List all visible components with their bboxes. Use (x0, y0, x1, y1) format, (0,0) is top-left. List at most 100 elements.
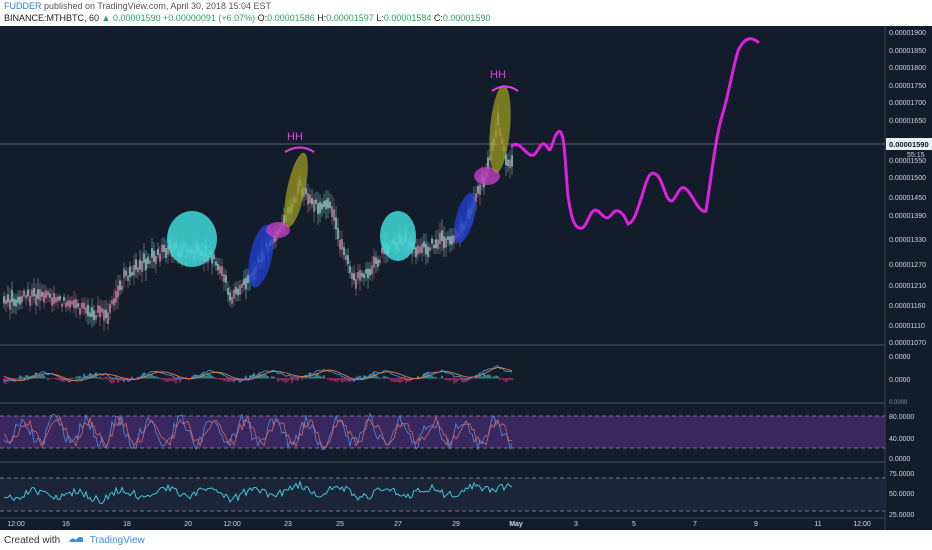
macd-histogram-bar (51, 378, 53, 379)
candle-body (9, 299, 11, 310)
macd-histogram-bar (319, 375, 321, 379)
price-axis-label: 0.00001210 (889, 283, 926, 290)
macd-histogram-bar (165, 378, 167, 382)
price-series (3, 103, 513, 331)
macd-histogram-bar (19, 375, 21, 379)
candle-body (139, 259, 141, 270)
candle-body (11, 290, 13, 303)
tradingview-logo-icon (67, 534, 85, 547)
time-axis-label: 12:00 (223, 521, 241, 528)
candle-body (363, 273, 365, 279)
macd-histogram-bar (99, 376, 101, 379)
macd-histogram-bar (61, 378, 63, 382)
macd-histogram-bar (339, 378, 341, 381)
candle-body (213, 254, 215, 260)
price-axis-label: 0.00001550 (889, 158, 926, 165)
macd-histogram-bar (293, 378, 295, 381)
macd-histogram-bar (155, 376, 157, 379)
candle-body (133, 265, 135, 276)
macd-histogram-bar (123, 378, 125, 383)
macd-histogram-bar (3, 378, 5, 384)
candle-body (415, 247, 417, 258)
macd-histogram-bar (279, 378, 281, 381)
candle-body (101, 308, 103, 313)
stoch-d-line (3, 415, 513, 449)
candle-body (137, 267, 139, 273)
candle-body (75, 299, 77, 309)
created-with: Created with TradingView (4, 534, 145, 547)
candle-body (373, 256, 375, 268)
macd-histogram-bar (379, 377, 381, 379)
candle-body (219, 265, 221, 274)
macd-histogram-bar (159, 378, 161, 380)
macd-histogram-bar (199, 376, 201, 379)
cyan-ellipse-2 (380, 211, 416, 261)
candle-body (115, 291, 117, 303)
macd-histogram-bar (315, 373, 317, 379)
candle-body (151, 248, 153, 258)
candle-body (315, 199, 317, 204)
macd-histogram-bar (399, 378, 401, 384)
time-axis-label: 27 (394, 521, 402, 528)
time-axis-label: May (509, 521, 523, 528)
candle-body (89, 312, 91, 317)
macd-histogram-bar (429, 375, 431, 379)
macd-histogram-bar (229, 378, 231, 382)
author-link[interactable]: FUDDER (4, 1, 42, 11)
macd-histogram-bar (403, 378, 405, 381)
macd-histogram-bar (267, 376, 269, 379)
macd-histogram-bar (433, 376, 435, 379)
candle-body (355, 279, 357, 289)
time-axis-label: 23 (284, 521, 292, 528)
candle-body (341, 239, 343, 250)
close-label: C: (433, 13, 443, 23)
macd-histogram-bar (59, 378, 61, 381)
macd-histogram-bar (269, 378, 271, 379)
price-axis-label: 0.00001110 (889, 323, 925, 330)
price-axis-label: 0.00001070 (889, 340, 926, 347)
price-axis[interactable]: 0.00001900 0.00001850 0.00001800 0.00001750… (889, 30, 926, 347)
candle-body (55, 297, 57, 303)
time-axis-label: 12:00 (7, 521, 25, 528)
macd-histogram-bar (127, 378, 129, 382)
candle-body (313, 200, 315, 212)
candle-body (149, 260, 151, 264)
macd-histogram-bar (431, 375, 433, 379)
candle-body (243, 278, 245, 285)
candle-body (273, 235, 275, 243)
candle-body (365, 269, 367, 274)
macd-histogram-bar (329, 378, 331, 381)
time-axis[interactable]: 12:00 16 18 20 12:00 23 25 27 29 May 3 5 7 9 11 12:00 (7, 521, 871, 528)
hh-label-1: HH (287, 131, 303, 143)
macd-histogram-bar (499, 378, 501, 381)
candle-body (351, 272, 353, 280)
tradingview-brand[interactable]: TradingView (89, 535, 145, 547)
time-axis-label: 25 (336, 521, 344, 528)
macd-histogram-bar (423, 373, 425, 379)
chart-area[interactable]: HH HH 0.00001900 0.00001850 0.00001800 0.00… (0, 26, 932, 530)
macd-histogram-bar (153, 375, 155, 379)
macd-histogram-bar (357, 376, 359, 379)
macd-histogram-bar (343, 378, 345, 382)
candle-body (321, 203, 323, 210)
candle-body (423, 241, 425, 248)
candle-body (45, 290, 47, 298)
candle-body (377, 259, 379, 267)
candle-body (5, 299, 7, 305)
candle-body (159, 253, 161, 262)
macd-histogram-bar (317, 373, 319, 379)
macd-histogram-bar (9, 378, 11, 382)
purple-ellipse-2 (474, 167, 500, 185)
macd-histogram-bar (331, 378, 333, 381)
macd-histogram-bar (377, 376, 379, 379)
macd-histogram-bar (457, 378, 459, 382)
macd-histogram-bar (131, 376, 133, 379)
macd-axis-top: 0.0000 (889, 354, 911, 361)
macd-histogram-bar (167, 378, 169, 382)
macd-histogram-bar (277, 378, 279, 382)
candle-body (239, 285, 241, 295)
macd-histogram-bar (301, 378, 303, 381)
macd-histogram-bar (265, 374, 267, 379)
chart-canvas[interactable]: HH HH 0.000019000.000018500.000018000.00… (0, 26, 932, 530)
candle-body (23, 290, 25, 297)
